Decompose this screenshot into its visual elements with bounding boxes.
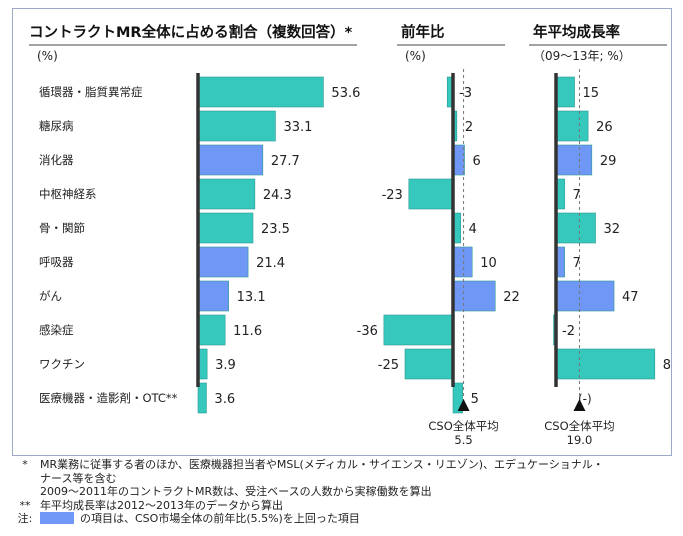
- bar: [197, 110, 276, 142]
- bar-value-label: -2: [562, 324, 575, 339]
- reference-value: 5.5: [454, 433, 472, 447]
- bar-value-label: -3: [459, 86, 472, 101]
- bar-value-label: 80: [663, 358, 671, 373]
- bar-value-label: 6: [473, 154, 481, 169]
- footnotes: * MR業務に従事する者のほか、医療機器担当者やMSL(メディカル・サイエンス・…: [12, 458, 677, 526]
- bar: [197, 382, 207, 414]
- category-label: 消化器: [39, 153, 74, 167]
- reference-value: 19.0: [567, 433, 593, 447]
- category-label: ワクチン: [39, 357, 85, 371]
- bar: [197, 280, 229, 312]
- bar: [452, 246, 473, 278]
- footnote-line: MR業務に従事する者のほか、医療機器担当者やMSL(メディカル・サイエンス・リエ…: [40, 458, 604, 471]
- legend-mark: 注:: [17, 512, 33, 525]
- footnote-mark: **: [19, 498, 31, 512]
- chart-title: 年平均成長率: [533, 23, 620, 41]
- category-label: がん: [39, 289, 62, 303]
- category-label: 中枢神経系: [39, 187, 97, 201]
- bar: [404, 348, 454, 380]
- bar: [555, 212, 596, 244]
- bar: [383, 314, 454, 346]
- bar-value-label: 33.1: [283, 120, 312, 135]
- bar-value-label: 27.7: [271, 154, 300, 169]
- bar: [197, 314, 226, 346]
- bar-value-label: 11.6: [233, 324, 262, 339]
- footnote-1-cont: 2009～2011年のコントラクトMR数は、受注ベースの人数から実稼働数を算出: [12, 485, 677, 499]
- bar-value-label: 10: [480, 256, 497, 271]
- bar-value-label: 24.3: [263, 188, 292, 203]
- category-label: 循環器・脂質異常症: [39, 85, 143, 99]
- chart-panel: コントラクトMR全体に占める割合（複数回答）* (%) 循環器・脂質異常症 糖尿病消化…: [12, 8, 679, 456]
- bar-value-label: 3.9: [215, 358, 236, 373]
- reference-marker: [573, 399, 586, 411]
- cagr-chart: 年平均成長率 （09～13年; %） 15 26 29 7 32 7 47 -2 80 (-) CSO全…: [529, 23, 679, 447]
- unit-label: (%): [405, 49, 426, 63]
- footnote-line: 年平均成長率は2012～2013年のデータから算出: [40, 498, 283, 512]
- footnote-line: ナース等を含む: [40, 471, 117, 485]
- chart-title: コントラクトMR全体に占める割合（複数回答）*: [29, 23, 353, 41]
- footnote-mark: *: [22, 458, 28, 471]
- bar: [197, 246, 249, 278]
- bar-value-label: -25: [378, 358, 399, 373]
- share-chart: コントラクトMR全体に占める割合（複数回答）* (%) 循環器・脂質異常症糖尿病消化…: [29, 23, 360, 414]
- bar-value-label: -23: [382, 188, 403, 203]
- bar: [555, 110, 589, 142]
- bar-value-label: 32: [604, 222, 621, 237]
- category-label: 骨・関節: [39, 221, 85, 235]
- category-label: 感染症: [39, 323, 74, 337]
- unit-label: (%): [37, 49, 58, 63]
- chart-title: 前年比: [401, 23, 445, 41]
- bar-value-label: 5: [471, 392, 479, 407]
- bar-value-label: 7: [573, 188, 581, 203]
- bar-value-label: 3.6: [214, 392, 235, 407]
- bar-value-label: 15: [583, 86, 600, 101]
- bar-value-label: 26: [596, 120, 613, 135]
- bar-value-label: (-): [578, 392, 592, 406]
- bar-value-label: 22: [503, 290, 520, 305]
- category-label: 医療機器・造影剤・OTC**: [39, 391, 178, 405]
- chart-svg: コントラクトMR全体に占める割合（複数回答）* (%) 循環器・脂質異常症糖尿病消化…: [29, 23, 679, 447]
- legend-swatch: [40, 512, 74, 524]
- bar-value-label: 53.6: [331, 86, 360, 101]
- bar-value-label: 2: [465, 120, 473, 135]
- bar: [555, 144, 593, 176]
- bar: [555, 76, 575, 108]
- bar-value-label: 7: [573, 256, 581, 271]
- unit-label: （09～13年; %）: [533, 49, 631, 63]
- legend-row: 注: の項目は、CSO市場全体の前年比(5.5%)を上回った項目: [12, 512, 677, 526]
- category-label: 糖尿病: [39, 119, 74, 133]
- bar-value-label: 47: [622, 290, 639, 305]
- reference-label: CSO全体平均: [428, 419, 498, 433]
- bar-value-label: 29: [600, 154, 617, 169]
- bar: [408, 178, 454, 210]
- bar: [197, 178, 256, 210]
- category-label: 呼吸器: [39, 255, 74, 269]
- bar: [452, 382, 463, 414]
- bar-value-label: 23.5: [261, 222, 290, 237]
- bar-value-label: 21.4: [256, 256, 285, 271]
- legend-text: の項目は、CSO市場全体の前年比(5.5%)を上回った項目: [80, 512, 360, 525]
- footnote-line: 2009～2011年のコントラクトMR数は、受注ベースの人数から実稼働数を算出: [40, 485, 432, 498]
- footnote-1-cont: ナース等を含む: [12, 472, 677, 486]
- bar: [197, 212, 254, 244]
- bar-value-label: 13.1: [237, 290, 266, 305]
- reference-label: CSO全体平均: [544, 419, 614, 433]
- bar-value-label: 4: [469, 222, 477, 237]
- bar: [452, 280, 496, 312]
- bar: [555, 348, 656, 380]
- footnote-1: * MR業務に従事する者のほか、医療機器担当者やMSL(メディカル・サイエンス・…: [12, 458, 677, 472]
- bar: [197, 76, 324, 108]
- bar: [197, 144, 264, 176]
- footnote-2: ** 年平均成長率は2012～2013年のデータから算出: [12, 499, 677, 513]
- reference-marker: [457, 399, 470, 411]
- bar-value-label: -36: [357, 324, 378, 339]
- bar: [555, 280, 615, 312]
